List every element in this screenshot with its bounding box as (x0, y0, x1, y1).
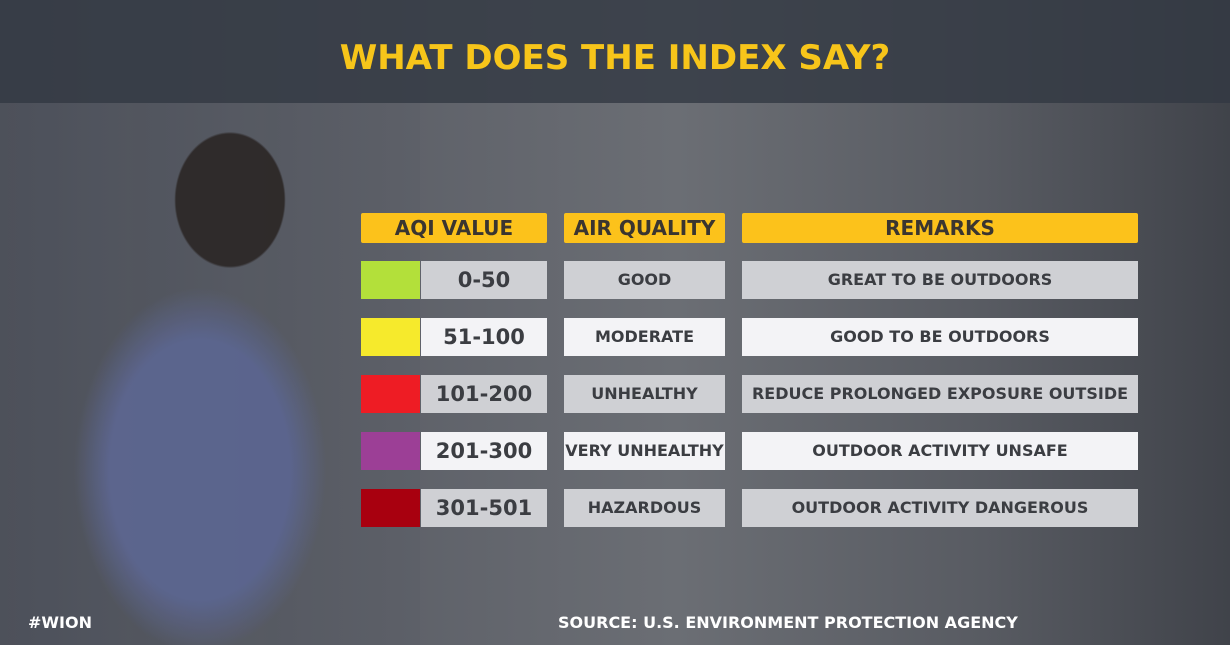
hashtag: #WION (28, 613, 92, 632)
remark-text: GREAT TO BE OUTDOORS (742, 261, 1138, 299)
air-quality-label: HAZARDOUS (564, 489, 725, 527)
aqi-range: 101-200 (421, 375, 547, 413)
header-air-quality: AIR QUALITY (564, 213, 725, 243)
page-title: WHAT DOES THE INDEX SAY? (339, 38, 891, 78)
aqi-range: 51-100 (421, 318, 547, 356)
remark-text: OUTDOOR ACTIVITY DANGEROUS (742, 489, 1138, 527)
air-quality-label: GOOD (564, 261, 725, 299)
remark-text: GOOD TO BE OUTDOORS (742, 318, 1138, 356)
aqi-color-swatch (361, 489, 420, 527)
header-aqi-value: AQI VALUE (361, 213, 547, 243)
aqi-color-swatch (361, 375, 420, 413)
source-credit: SOURCE: U.S. ENVIRONMENT PROTECTION AGEN… (558, 613, 1018, 632)
aqi-range: 201-300 (421, 432, 547, 470)
title-bar (0, 0, 1230, 103)
background-photo (0, 0, 420, 645)
air-quality-label: MODERATE (564, 318, 725, 356)
header-remarks: REMARKS (742, 213, 1138, 243)
aqi-color-swatch (361, 318, 420, 356)
air-quality-label: VERY UNHEALTHY (564, 432, 725, 470)
remark-text: REDUCE PROLONGED EXPOSURE OUTSIDE (742, 375, 1138, 413)
remark-text: OUTDOOR ACTIVITY UNSAFE (742, 432, 1138, 470)
aqi-range: 0-50 (421, 261, 547, 299)
aqi-color-swatch (361, 261, 420, 299)
aqi-color-swatch (361, 432, 420, 470)
air-quality-label: UNHEALTHY (564, 375, 725, 413)
aqi-range: 301-501 (421, 489, 547, 527)
